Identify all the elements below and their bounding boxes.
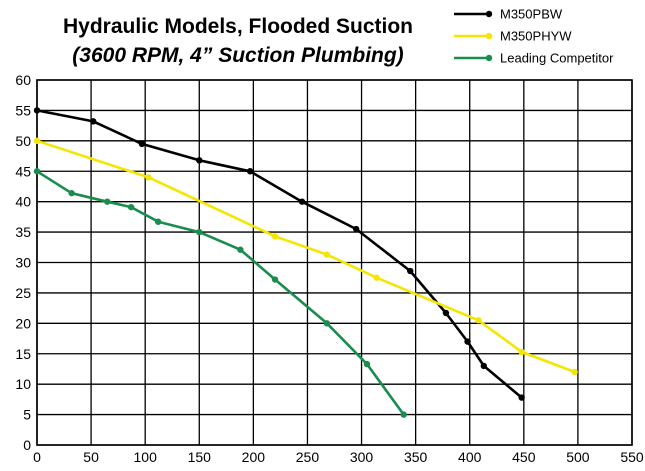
- data-point: [33, 107, 41, 114]
- legend-swatch-marker: [485, 32, 493, 40]
- data-point: [442, 309, 450, 317]
- data-point: [352, 225, 360, 233]
- data-point: [518, 348, 525, 356]
- data-point: [154, 218, 162, 225]
- x-tick-label: 300: [350, 449, 374, 465]
- y-tick-label: 20: [15, 315, 31, 331]
- data-point: [127, 203, 135, 211]
- x-tick-label: 550: [620, 449, 644, 465]
- x-tick-label: 50: [83, 449, 99, 465]
- y-tick-label: 0: [23, 437, 31, 453]
- data-point: [196, 157, 203, 164]
- y-tick-label: 25: [15, 285, 31, 301]
- data-series: [33, 107, 578, 418]
- data-point: [571, 368, 578, 376]
- series-m350pbw: [33, 107, 525, 401]
- y-tick-label: 30: [15, 255, 31, 271]
- data-point: [237, 246, 244, 253]
- data-point: [271, 233, 279, 240]
- legend-swatch-marker: [485, 10, 493, 18]
- data-point: [464, 338, 471, 345]
- data-point: [363, 360, 371, 368]
- data-point: [271, 276, 279, 283]
- y-tick-label: 10: [15, 376, 31, 392]
- data-point: [323, 251, 331, 258]
- y-tick-label: 60: [15, 72, 31, 88]
- plot-frame: [36, 79, 633, 446]
- x-tick-label: 450: [512, 449, 536, 465]
- chart-title: Hydraulic Models, Flooded Suction: [63, 15, 413, 38]
- axis-labels: 0 50 100 150 200 250 300 350 400 450 500 550 0 5 10 15 2…: [15, 72, 643, 465]
- data-point: [33, 168, 41, 175]
- x-tick-label: 200: [242, 449, 266, 465]
- y-tick-label: 50: [15, 133, 31, 149]
- legend-item: M350PHYW: [454, 29, 572, 44]
- data-point: [323, 320, 331, 327]
- legend-swatch-marker: [485, 54, 493, 62]
- y-tick-label: 55: [15, 102, 31, 118]
- legend-label: Leading Competitor: [500, 51, 614, 66]
- data-point: [138, 140, 146, 148]
- data-point: [518, 394, 525, 401]
- data-point: [33, 137, 41, 145]
- data-point: [298, 198, 306, 205]
- x-tick-label: 500: [566, 449, 590, 465]
- x-tick-label: 350: [404, 449, 428, 465]
- series-line: [36, 139, 576, 374]
- data-point: [373, 274, 380, 281]
- data-point: [196, 228, 203, 236]
- data-point: [475, 317, 482, 324]
- x-tick-label: 150: [188, 449, 212, 465]
- chart-title-block: Hydraulic Models, Flooded Suction (3600 …: [63, 15, 413, 67]
- legend: M350PBW M350PHYW Leading Competitor: [454, 7, 614, 66]
- legend-item: M350PBW: [454, 7, 563, 22]
- data-point: [480, 362, 487, 370]
- data-point: [90, 118, 97, 125]
- series-line: [36, 109, 523, 399]
- legend-item: Leading Competitor: [454, 51, 614, 66]
- grid-lines: [36, 79, 633, 446]
- series-m350phyw: [33, 137, 578, 376]
- x-tick-label: 0: [33, 449, 41, 465]
- data-point: [68, 189, 75, 197]
- data-point: [145, 174, 152, 181]
- y-tick-label: 40: [15, 194, 31, 210]
- legend-label: M350PHYW: [500, 29, 572, 44]
- y-tick-label: 35: [15, 224, 31, 240]
- y-tick-label: 5: [23, 407, 31, 423]
- x-tick-label: 250: [296, 449, 320, 465]
- chart-subtitle: (3600 RPM, 4” Suction Plumbing): [72, 44, 403, 67]
- data-point: [400, 411, 407, 418]
- x-tick-label: 100: [134, 449, 158, 465]
- legend-label: M350PBW: [500, 7, 563, 22]
- y-tick-label: 45: [15, 163, 31, 179]
- x-tick-label: 400: [458, 449, 482, 465]
- y-tick-label: 15: [15, 346, 31, 362]
- series-leading-competitor: [33, 168, 407, 418]
- data-point: [104, 198, 111, 205]
- data-point: [246, 168, 254, 175]
- data-point: [407, 267, 414, 275]
